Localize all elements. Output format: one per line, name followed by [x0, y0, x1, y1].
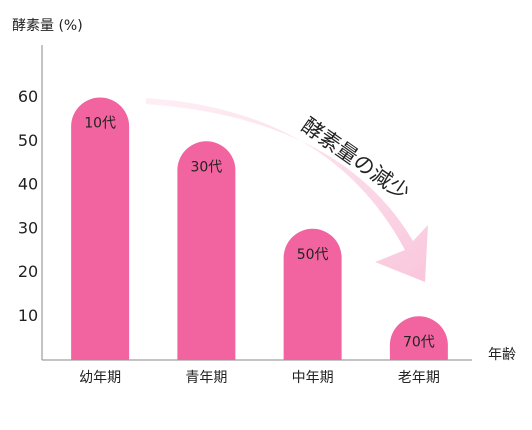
bar-label: 50代	[297, 247, 329, 263]
y-tick-label: 20	[18, 262, 38, 281]
x-axis-label: 年齢	[488, 347, 516, 363]
x-tick-label: 中年期	[292, 370, 334, 386]
bar	[71, 97, 130, 361]
bar	[389, 316, 448, 360]
bar	[283, 228, 342, 360]
bar	[177, 141, 236, 360]
x-tick-label: 幼年期	[79, 370, 121, 386]
y-axis-label: 酵素量 (%)	[12, 18, 83, 34]
x-tick-label: 青年期	[185, 370, 227, 386]
y-tick-label: 40	[18, 175, 38, 194]
bar-label: 10代	[84, 116, 116, 132]
y-tick-label: 60	[18, 87, 38, 106]
trend-arrow	[146, 98, 428, 282]
bar-label: 30代	[190, 159, 222, 175]
x-tick-label: 老年期	[398, 370, 440, 386]
bar-label: 70代	[403, 334, 435, 350]
y-tick-label: 30	[18, 218, 38, 237]
y-tick-label: 10	[18, 306, 38, 325]
annotation: 酵素量の減少	[297, 113, 414, 205]
y-tick-label: 50	[18, 131, 38, 150]
